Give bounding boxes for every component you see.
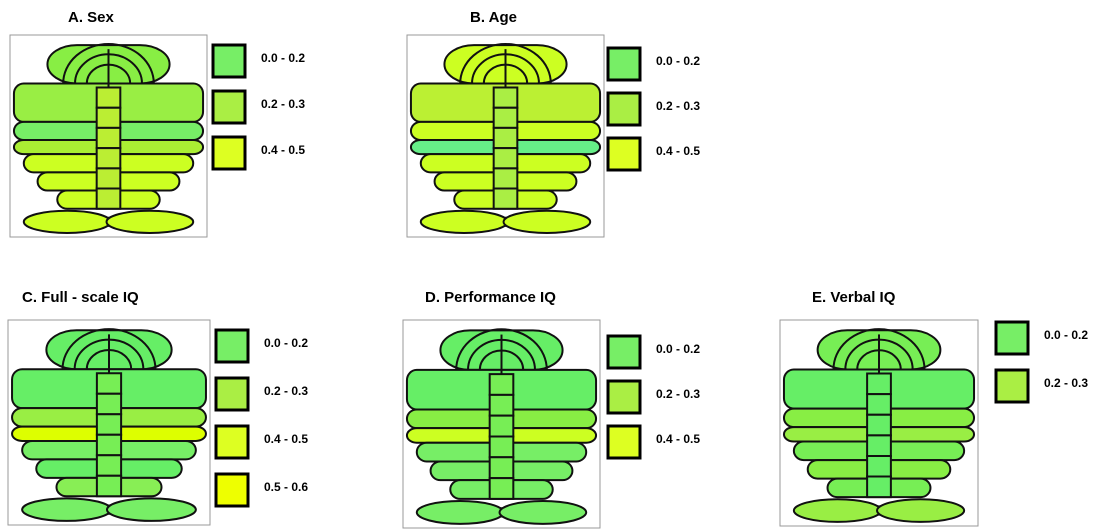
legend-label: 0.5 - 0.6 [264, 480, 308, 494]
vermis [97, 168, 121, 188]
vermis [490, 395, 514, 416]
legend-label: 0.4 - 0.5 [656, 432, 700, 446]
bottom-lobe [504, 211, 591, 233]
panel-title: A. Sex [68, 9, 115, 26]
panel-title: B. Age [470, 9, 517, 26]
vermis [97, 128, 121, 148]
legend-swatch [606, 424, 642, 460]
legend-label: 0.4 - 0.5 [656, 144, 700, 158]
vermis [867, 435, 891, 456]
legend-swatch [214, 376, 250, 412]
vermis [97, 414, 121, 435]
vermis [97, 108, 121, 128]
legend-label: 0.2 - 0.3 [1044, 376, 1088, 390]
vermis [867, 456, 891, 477]
vermis [494, 148, 518, 168]
bottom-lobe [24, 211, 111, 233]
panel-title: D. Performance IQ [425, 289, 556, 306]
vermis [490, 478, 514, 499]
legend-label: 0.0 - 0.2 [1044, 328, 1088, 342]
legend-swatch [211, 135, 247, 171]
legend-swatch [606, 379, 642, 415]
vermis [494, 168, 518, 188]
vermis [490, 374, 514, 395]
lobule-arc [63, 329, 156, 369]
legend-swatch [606, 91, 642, 127]
flatmap [411, 44, 600, 233]
panel-title: E. Verbal IQ [812, 289, 896, 306]
legend-swatch [214, 424, 250, 460]
legend-swatch [994, 368, 1030, 404]
legend-swatch [214, 328, 250, 364]
bottom-lobe [107, 211, 194, 233]
legend-swatch [994, 320, 1030, 356]
flatmap [12, 329, 206, 521]
legend-label: 0.4 - 0.5 [264, 432, 308, 446]
legend-swatch [211, 89, 247, 125]
vermis [490, 416, 514, 437]
vermis [494, 128, 518, 148]
vermis [97, 455, 121, 476]
lobule-arc [456, 329, 547, 370]
vermis [494, 189, 518, 209]
legend-label: 0.0 - 0.2 [656, 342, 700, 356]
vermis [494, 108, 518, 128]
lobule-arc [833, 329, 924, 369]
legend-label: 0.2 - 0.3 [656, 387, 700, 401]
legend-swatch [211, 43, 247, 79]
flatmap [784, 329, 974, 522]
flatmap [14, 44, 203, 233]
bottom-lobe [417, 501, 504, 524]
legend-label: 0.4 - 0.5 [261, 143, 305, 157]
legend-swatch [606, 136, 642, 172]
panel-title: C. Full - scale IQ [22, 289, 139, 306]
lobule-arc [63, 44, 154, 83]
legend-swatch [214, 472, 250, 508]
vermis [97, 435, 121, 456]
legend-label: 0.0 - 0.2 [264, 336, 308, 350]
bottom-lobe [107, 498, 196, 521]
bottom-lobe [421, 211, 508, 233]
vermis [490, 436, 514, 457]
vermis [97, 373, 121, 394]
legend-label: 0.2 - 0.3 [261, 97, 305, 111]
vermis [867, 394, 891, 415]
vermis [97, 189, 121, 209]
bottom-lobe [500, 501, 587, 524]
vermis [494, 88, 518, 108]
vermis [97, 148, 121, 168]
vermis [490, 457, 514, 478]
legend-label: 0.2 - 0.3 [656, 99, 700, 113]
legend-swatch [606, 334, 642, 370]
vermis [97, 394, 121, 415]
bottom-lobe [22, 498, 111, 521]
legend-label: 0.2 - 0.3 [264, 384, 308, 398]
legend-label: 0.0 - 0.2 [656, 54, 700, 68]
bottom-lobe [794, 499, 881, 522]
flatmap [407, 329, 596, 524]
legend-swatch [606, 46, 642, 82]
vermis [97, 476, 121, 497]
vermis [867, 415, 891, 436]
lobule-arc [460, 44, 551, 83]
vermis [867, 477, 891, 498]
vermis [97, 88, 121, 108]
bottom-lobe [877, 499, 964, 522]
vermis [867, 374, 891, 395]
legend-label: 0.0 - 0.2 [261, 51, 305, 65]
